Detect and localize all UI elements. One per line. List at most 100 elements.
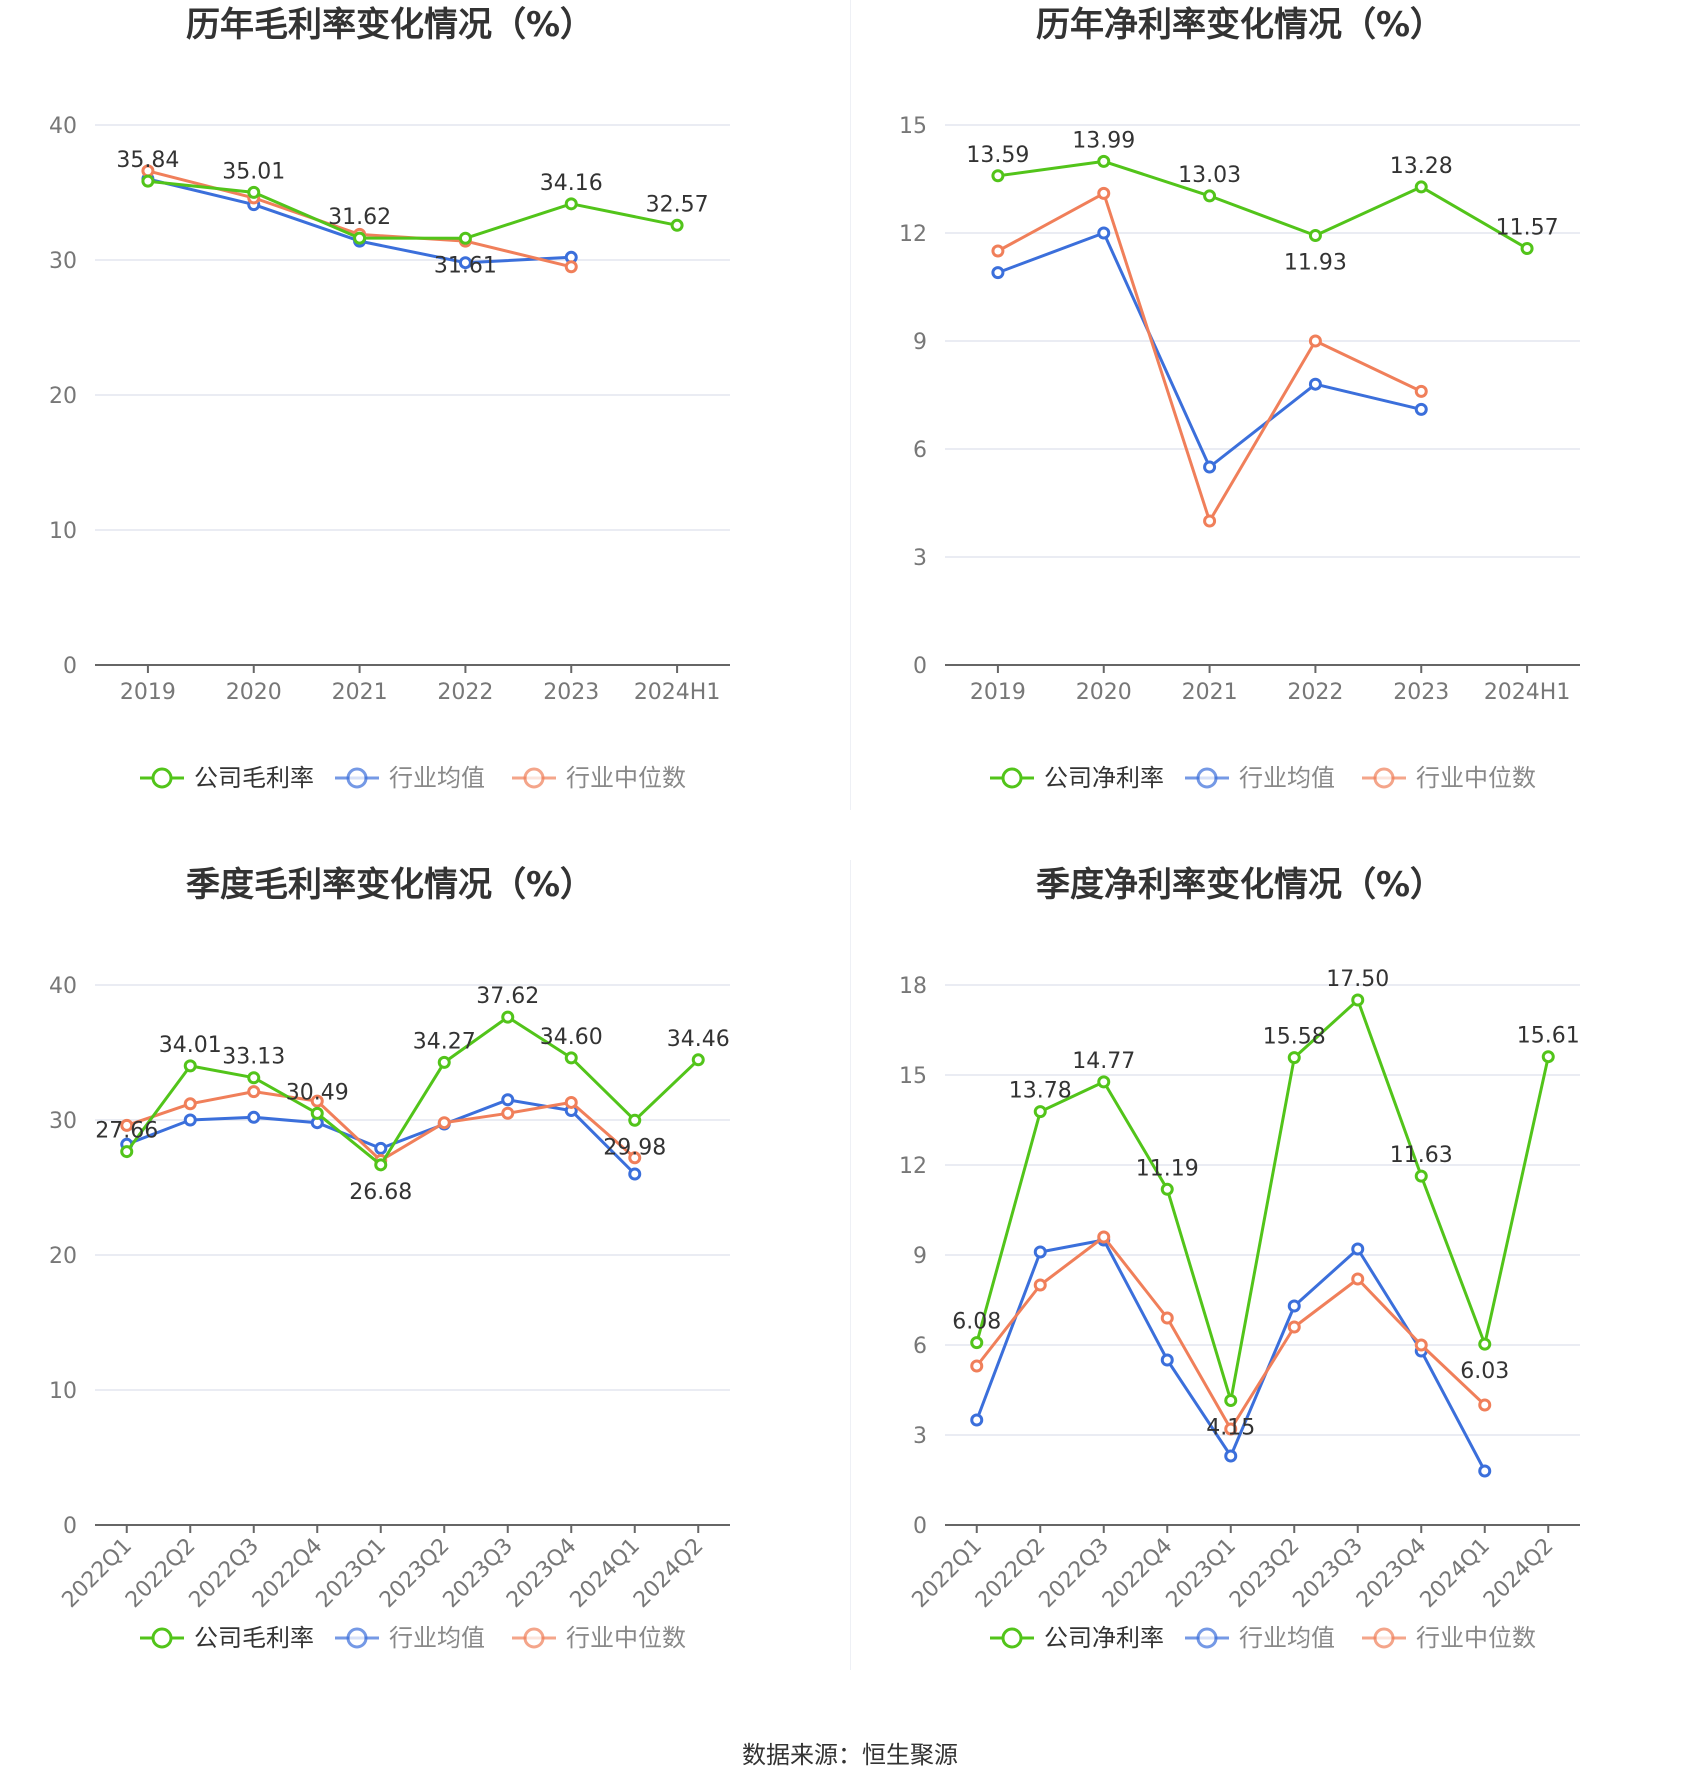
data-point-avg — [1097, 226, 1111, 240]
legend-item-avg: 行业均值 — [335, 1624, 485, 1652]
data-label: 13.59 — [966, 143, 1029, 168]
y-tick-label: 12 — [899, 222, 927, 247]
data-label: 13.28 — [1390, 154, 1453, 179]
data-point-company — [1478, 1337, 1492, 1351]
data-point-avg — [1160, 1353, 1174, 1367]
x-tick-label: 2022Q1 — [58, 1534, 137, 1613]
data-point-company — [141, 174, 155, 188]
chart-title: 历年净利率变化情况（%） — [1036, 5, 1444, 45]
data-label: 15.61 — [1517, 1024, 1580, 1049]
x-tick-label: 2024H1 — [634, 680, 721, 705]
series-line-company — [997, 159, 1528, 250]
x-tick-label: 2019 — [120, 680, 176, 705]
y-tick-label: 9 — [913, 330, 927, 355]
data-point-company — [670, 218, 684, 232]
chart-svg: 历年净利率变化情况（%） 0 3 6 9 12 15 2019 2020 2021 2022 2023… — [899, 5, 1580, 792]
legend-item-avg: 行业均值 — [335, 764, 485, 792]
data-point-company — [1033, 1105, 1047, 1119]
data-label: 26.68 — [349, 1180, 412, 1205]
data-point-company — [1097, 154, 1111, 168]
annual-gross-chart: 历年毛利率变化情况（%） 0 10 20 30 40 2019 2020 2021 2022 202… — [0, 0, 850, 860]
y-tick-label: 18 — [899, 974, 927, 999]
data-label: 17.50 — [1326, 967, 1389, 992]
data-point-company — [1160, 1182, 1174, 1196]
data-point-avg — [1287, 1299, 1301, 1313]
data-point-avg — [247, 1110, 261, 1124]
x-tick-label: 2023 — [543, 680, 599, 705]
y-tick-label: 20 — [49, 1244, 77, 1269]
data-point-median — [1287, 1320, 1301, 1334]
data-point-company — [247, 1071, 261, 1085]
data-point-median — [501, 1106, 515, 1120]
data-point-median — [1033, 1278, 1047, 1292]
series-line-avg — [997, 231, 1422, 469]
legend-label: 行业均值 — [1239, 1624, 1335, 1652]
data-point-company — [564, 1051, 578, 1065]
data-label: 11.63 — [1390, 1143, 1453, 1168]
y-tick-label: 10 — [49, 519, 77, 544]
legend-label: 行业中位数 — [1416, 764, 1536, 792]
data-label: 35.01 — [222, 159, 285, 184]
x-tick-label: 2020 — [226, 680, 282, 705]
x-tick-label: 2022Q3 — [1035, 1534, 1114, 1613]
chart-svg: 季度毛利率变化情况（%）0102030402022Q12022Q22022Q32… — [49, 865, 730, 1652]
data-point-median — [991, 244, 1005, 258]
data-point-avg — [1224, 1449, 1238, 1463]
data-point-avg — [1203, 460, 1217, 474]
data-point-median — [1097, 186, 1111, 200]
y-tick-label: 40 — [49, 114, 77, 139]
legend-item-avg: 行业均值 — [1185, 1624, 1335, 1652]
data-label: 34.60 — [540, 1025, 603, 1050]
chart-svg: 季度净利率变化情况（%） 0 3 6 9 12 15 18 2022Q12022Q22022Q3… — [899, 865, 1580, 1652]
y-tick-label: 6 — [913, 1334, 927, 1359]
y-tick-label: 3 — [913, 546, 927, 571]
data-label: 31.62 — [328, 205, 391, 230]
data-point-median — [310, 1094, 324, 1108]
x-tick-label: 2024H1 — [1484, 680, 1571, 705]
data-label: 34.46 — [667, 1027, 730, 1052]
data-point-median — [970, 1359, 984, 1373]
y-tick-label: 30 — [49, 1109, 77, 1134]
data-point-company — [628, 1113, 642, 1127]
data-point-company — [183, 1059, 197, 1073]
y-tick-label: 3 — [913, 1424, 927, 1449]
data-point-company — [1541, 1050, 1555, 1064]
data-point-company — [991, 169, 1005, 183]
x-tick-label: 2023Q2 — [375, 1534, 454, 1613]
data-point-median — [247, 1085, 261, 1099]
x-tick-label: 2024Q2 — [629, 1534, 708, 1613]
data-point-median — [120, 1118, 134, 1132]
x-tick-label: 2022Q1 — [908, 1534, 987, 1613]
chart-title: 历年毛利率变化情况（%） — [186, 5, 594, 45]
legend-label: 公司净利率 — [1044, 1624, 1164, 1652]
data-point-company — [353, 231, 367, 245]
data-source: 数据来源：恒生聚源 — [742, 1741, 958, 1769]
data-label: 14.77 — [1072, 1049, 1135, 1074]
data-point-avg — [374, 1141, 388, 1155]
data-point-avg — [991, 266, 1005, 280]
legend-marker — [1196, 1627, 1218, 1649]
data-label: 15.58 — [1263, 1025, 1326, 1050]
vertical-divider-top — [850, 0, 851, 810]
y-tick-label: 30 — [49, 249, 77, 274]
data-point-avg — [1478, 1464, 1492, 1478]
data-point-company — [1224, 1394, 1238, 1407]
legend-item-avg: 行业均值 — [1185, 764, 1335, 792]
data-label: 34.16 — [540, 171, 603, 196]
data-point-company — [691, 1053, 705, 1067]
data-point-company — [458, 231, 472, 245]
data-label: 13.78 — [1009, 1079, 1072, 1104]
y-tick-label: 0 — [63, 1514, 77, 1539]
legend-label: 行业均值 — [389, 1624, 485, 1652]
x-tick-label: 2021 — [1182, 680, 1238, 705]
x-tick-label: 2022 — [1287, 680, 1343, 705]
data-label: 11.57 — [1496, 215, 1559, 240]
data-point-avg — [970, 1413, 984, 1427]
series-line-company — [975, 998, 1550, 1402]
data-point-median — [1097, 1230, 1111, 1244]
x-tick-label: 2019 — [970, 680, 1026, 705]
x-tick-label: 2023Q4 — [502, 1534, 581, 1613]
x-tick-label: 2022 — [437, 680, 493, 705]
x-tick-label: 2022Q2 — [121, 1534, 200, 1613]
data-label: 27.66 — [95, 1119, 158, 1144]
